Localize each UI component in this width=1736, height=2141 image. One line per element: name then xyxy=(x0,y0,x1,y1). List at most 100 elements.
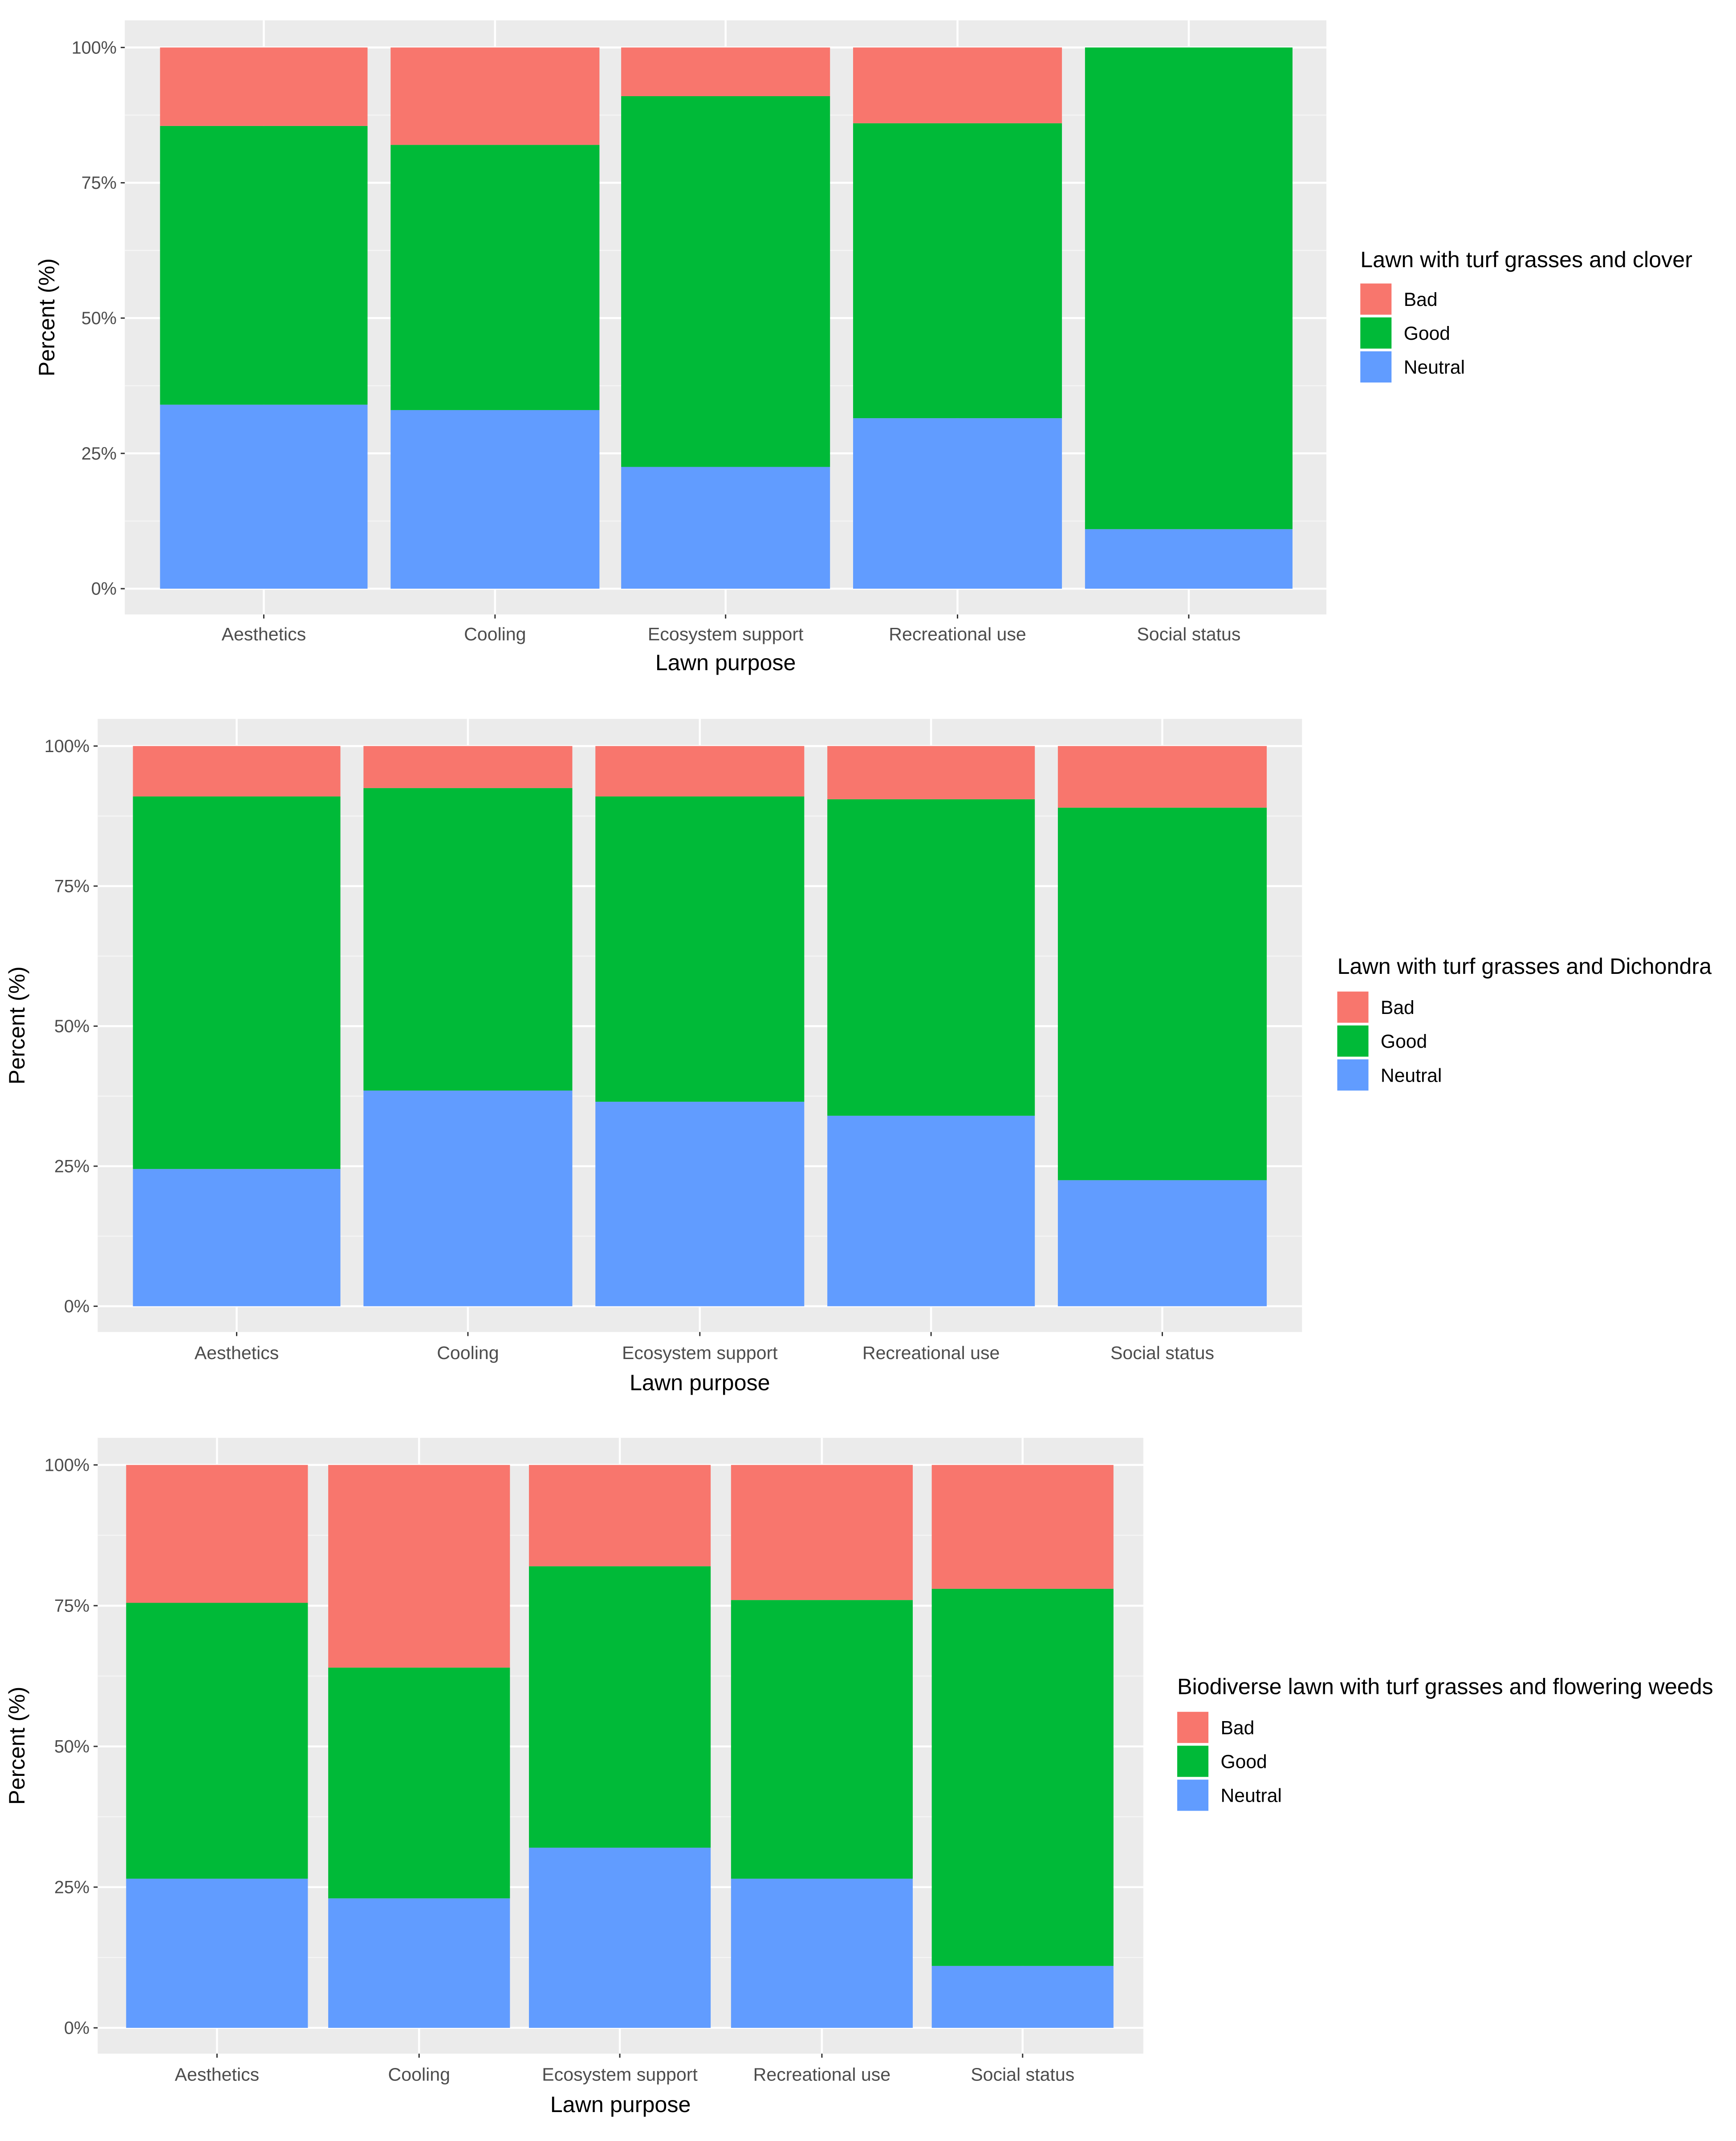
bar-segment-bad-ecosystem-support xyxy=(621,47,830,96)
y-tick-label: 50% xyxy=(54,1737,89,1757)
x-axis-title: Lawn purpose xyxy=(630,1370,770,1395)
y-tick-label: 100% xyxy=(45,737,89,756)
x-tick-label: Recreational use xyxy=(862,1343,1000,1363)
bar-segment-good-aesthetics xyxy=(160,126,368,405)
legend-key-neutral xyxy=(1177,1779,1209,1811)
legend-title: Biodiverse lawn with turf grasses and fl… xyxy=(1177,1674,1713,1699)
y-axis-title: Percent (%) xyxy=(4,966,29,1084)
x-tick-label: Cooling xyxy=(388,2064,450,2085)
bar-segment-neutral-ecosystem-support xyxy=(595,1102,805,1307)
y-axis-title: Percent (%) xyxy=(34,258,59,376)
bar-segment-bad-recreational-use xyxy=(827,746,1035,799)
legend-label-bad: Bad xyxy=(1381,997,1415,1018)
y-tick-label: 0% xyxy=(64,1297,89,1316)
bar-segment-good-recreational-use xyxy=(853,123,1062,419)
y-axis-title: Percent (%) xyxy=(4,1687,29,1805)
y-tick-label: 75% xyxy=(81,173,117,193)
y-tick-label: 50% xyxy=(81,309,117,328)
legend-label-good: Good xyxy=(1381,1031,1427,1052)
legend-title: Lawn with turf grasses and clover xyxy=(1360,247,1692,272)
bar-segment-bad-aesthetics xyxy=(133,746,341,797)
bar-segment-neutral-social-status xyxy=(1085,529,1293,589)
legend-label-neutral: Neutral xyxy=(1220,1785,1281,1807)
y-tick-label: 0% xyxy=(91,579,117,599)
y-tick-label: 75% xyxy=(54,877,89,896)
bar-segment-neutral-social-status xyxy=(931,1966,1114,2028)
legend-label-neutral: Neutral xyxy=(1404,357,1465,378)
x-tick-label: Aesthetics xyxy=(195,1343,279,1363)
legend-key-good xyxy=(1177,1746,1209,1777)
bar-segment-neutral-recreational-use xyxy=(827,1115,1035,1307)
chart-panel-2: 0% 25% 50% 75% 100% Aesthetics Cooling Ecosyste… xyxy=(4,719,1712,1395)
y-tick-label: 75% xyxy=(54,1596,89,1616)
y-tick-label: 100% xyxy=(45,1455,89,1475)
x-tick-label: Ecosystem support xyxy=(622,1343,778,1363)
x-axis-title: Lawn purpose xyxy=(655,650,796,675)
bar-segment-neutral-recreational-use xyxy=(853,418,1062,589)
bar-segment-good-cooling xyxy=(390,145,600,410)
x-tick-label: Cooling xyxy=(437,1343,499,1363)
x-tick-label: Social status xyxy=(971,2064,1074,2085)
x-tick-label: Ecosystem support xyxy=(542,2064,698,2085)
x-tick-label: Cooling xyxy=(464,624,526,644)
legend-label-bad: Bad xyxy=(1404,289,1438,310)
y-tick-label: 50% xyxy=(54,1017,89,1036)
legend-key-neutral xyxy=(1337,1059,1369,1091)
bar-segment-bad-cooling xyxy=(390,47,600,145)
legend: Lawn with turf grasses and Dichondra Bad G… xyxy=(1337,954,1712,1091)
x-tick-label: Recreational use xyxy=(889,624,1026,644)
bar-segment-bad-social-status xyxy=(1057,746,1267,808)
bar-segment-good-recreational-use xyxy=(827,799,1035,1116)
bar-segment-good-cooling xyxy=(363,788,573,1091)
chart-panel-3: 0% 25% 50% 75% 100% Aesthetics Cooling Ecosyste… xyxy=(4,1437,1713,2117)
bar-segment-bad-recreational-use xyxy=(731,1465,913,1600)
legend-key-neutral xyxy=(1360,351,1392,383)
x-tick-label: Aesthetics xyxy=(175,2064,260,2085)
legend-key-good xyxy=(1360,317,1392,349)
bar-segment-neutral-cooling xyxy=(363,1091,573,1307)
bar-segment-good-aesthetics xyxy=(133,796,341,1169)
bar-segment-good-social-status xyxy=(1057,807,1267,1180)
bar-segment-bad-social-status xyxy=(931,1465,1114,1589)
bar-segment-bad-ecosystem-support xyxy=(595,746,805,797)
bar-segment-bad-aesthetics xyxy=(160,47,368,126)
bar-segment-neutral-aesthetics xyxy=(160,404,368,589)
bar-segment-neutral-cooling xyxy=(328,1898,510,2028)
x-tick-label: Social status xyxy=(1110,1343,1214,1363)
legend-label-good: Good xyxy=(1220,1751,1267,1773)
bar-segment-good-aesthetics xyxy=(126,1603,308,1879)
y-tick-label: 25% xyxy=(81,444,117,464)
bar-segment-neutral-ecosystem-support xyxy=(621,467,830,589)
x-tick-label: Social status xyxy=(1137,624,1240,644)
x-tick-label: Recreational use xyxy=(753,2064,891,2085)
bar-segment-good-social-status xyxy=(1085,47,1293,529)
bar-segment-bad-cooling xyxy=(328,1465,510,1668)
x-axis-title: Lawn purpose xyxy=(550,2092,691,2117)
y-tick-label: 100% xyxy=(72,38,117,57)
legend-label-good: Good xyxy=(1404,323,1450,344)
bar-segment-good-cooling xyxy=(328,1667,510,1899)
legend: Lawn with turf grasses and clover Bad Good… xyxy=(1360,247,1692,383)
bar-segment-neutral-cooling xyxy=(390,410,600,589)
legend-label-neutral: Neutral xyxy=(1381,1065,1442,1086)
bar-segment-good-social-status xyxy=(931,1588,1114,1966)
legend: Biodiverse lawn with turf grasses and fl… xyxy=(1177,1674,1713,1811)
legend-title: Lawn with turf grasses and Dichondra xyxy=(1337,954,1712,979)
legend-key-good xyxy=(1337,1025,1369,1057)
bar-segment-good-recreational-use xyxy=(731,1600,913,1879)
bar-segment-neutral-recreational-use xyxy=(731,1878,913,2028)
legend-key-bad xyxy=(1337,991,1369,1023)
legend-key-bad xyxy=(1177,1712,1209,1743)
x-tick-label: Aesthetics xyxy=(222,624,306,644)
bar-segment-neutral-social-status xyxy=(1057,1180,1267,1307)
legend-key-bad xyxy=(1360,283,1392,315)
y-tick-label: 25% xyxy=(54,1878,89,1897)
y-tick-label: 0% xyxy=(64,2019,89,2038)
chart-panel-1: 0% 25% 50% 75% 100% Aesthetics Cooling Ecosyste… xyxy=(34,20,1692,675)
bar-segment-neutral-aesthetics xyxy=(133,1169,341,1307)
bar-segment-bad-recreational-use xyxy=(853,47,1062,123)
x-tick-label: Ecosystem support xyxy=(648,624,804,644)
bar-segment-bad-cooling xyxy=(363,746,573,788)
y-tick-label: 25% xyxy=(54,1157,89,1176)
